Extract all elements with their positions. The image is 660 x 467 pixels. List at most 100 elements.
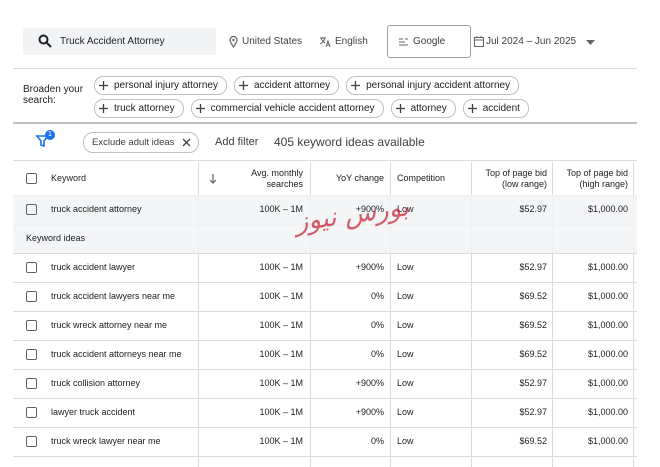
sort-icon[interactable] xyxy=(209,174,217,184)
cell: $52.97 xyxy=(519,204,547,214)
keyword-row: truck accident lawyers near me 100K – 1M 0… xyxy=(13,282,637,312)
cell: Low xyxy=(397,407,414,417)
keyword-row: truck accident attorney 100K – 1M +900% Low… xyxy=(13,195,637,225)
keyword-row: truck collision attorney 100K – 1M +900% Lo… xyxy=(13,369,637,399)
chip-label: personal injury attorney xyxy=(114,80,218,91)
cell: Low xyxy=(397,436,414,446)
suggestion-chip[interactable]: accident xyxy=(462,99,529,118)
cell: Low xyxy=(397,349,414,359)
checkbox[interactable] xyxy=(26,378,37,389)
cell: Low xyxy=(397,378,414,388)
suggestion-chip[interactable]: personal injury attorney xyxy=(94,76,227,95)
checkbox[interactable] xyxy=(26,173,37,184)
column-header[interactable]: YoY change xyxy=(335,173,384,183)
keyword-row: truck wreck attorney near me 100K – 1M 0% L… xyxy=(13,311,637,341)
divider xyxy=(13,160,637,161)
checkbox[interactable] xyxy=(26,262,37,273)
cell: Low xyxy=(397,291,414,301)
dropdown-arrow[interactable] xyxy=(586,40,595,45)
divider xyxy=(13,68,637,69)
search-query: Truck Accident Attorney xyxy=(60,36,165,47)
cell: 100K – 1M xyxy=(259,378,303,388)
cell: $52.97 xyxy=(519,407,547,417)
suggestion-chip[interactable]: commercial vehicle accident attorney xyxy=(190,99,384,118)
column-header[interactable]: Competition xyxy=(397,173,446,183)
keyword: truck accident lawyer xyxy=(51,262,136,272)
filter-icon[interactable] xyxy=(35,130,57,150)
cell: 100K – 1M xyxy=(259,291,303,301)
cell: $69.52 xyxy=(519,320,547,330)
cell: $1,000.00 xyxy=(587,407,628,417)
suggestion-chip[interactable]: personal injury accident attorney xyxy=(346,76,520,95)
location[interactable]: United States xyxy=(242,36,303,47)
header-row: Keyword Avg. monthly searches YoY change… xyxy=(13,162,637,196)
checkbox[interactable] xyxy=(26,436,37,447)
network-icon xyxy=(399,38,408,46)
cell: 0% xyxy=(370,291,384,301)
keyword: truck accident lawyers near me xyxy=(51,291,176,301)
search-box[interactable]: Truck Accident Attorney xyxy=(23,28,216,55)
remove-icon[interactable] xyxy=(182,138,191,147)
location-icon xyxy=(229,36,238,48)
checkbox[interactable] xyxy=(26,320,37,331)
cell: $69.52 xyxy=(519,436,547,446)
checkbox[interactable] xyxy=(26,349,37,360)
column-divider xyxy=(310,162,311,467)
chip-label: commercial vehicle accident attorney xyxy=(210,103,375,114)
keyword-row: truck accident attorneys near me 100K – 1… xyxy=(13,340,637,370)
cell: 0% xyxy=(370,436,384,446)
cell: $69.52 xyxy=(519,291,547,301)
column-divider xyxy=(390,162,391,467)
keyword-row: truck accident lawyer 100K – 1M +900% Low $5… xyxy=(13,253,637,283)
chip-list: personal injury attorney accident attorne… xyxy=(94,76,614,122)
network-selector[interactable]: Google xyxy=(387,25,471,58)
cell: $1,000.00 xyxy=(587,204,628,214)
date-range[interactable]: Jul 2024 – Jun 2025 xyxy=(486,36,577,47)
suggestion-chip[interactable]: accident attorney xyxy=(233,76,340,95)
keyword: truck wreck attorney near me xyxy=(51,320,168,330)
filter-badge: 1 xyxy=(48,131,52,138)
filter-chip-label: Exclude adult ideas xyxy=(92,137,175,148)
suggestion-chip[interactable]: attorney xyxy=(390,99,456,118)
checkbox[interactable] xyxy=(26,291,37,302)
keyword: lawyer truck accident xyxy=(51,407,136,417)
chip-label: attorney xyxy=(410,103,447,114)
plus-icon xyxy=(195,104,205,113)
cell: $52.97 xyxy=(519,378,547,388)
cell: 0% xyxy=(370,349,384,359)
column-divider xyxy=(198,162,199,467)
checkbox[interactable] xyxy=(26,204,37,215)
cell: Low xyxy=(397,320,414,330)
filter-chip[interactable]: Exclude adult ideas xyxy=(83,132,200,153)
calendar-icon xyxy=(474,36,484,47)
checkbox[interactable] xyxy=(26,407,37,418)
keyword-row: lawyer truck accident 100K – 1M +900% Low $5… xyxy=(13,398,637,428)
column-header[interactable]: Top of page bid (high range) xyxy=(566,168,628,189)
cell: 100K – 1M xyxy=(259,320,303,330)
cell: +900% xyxy=(355,378,384,388)
plus-icon xyxy=(99,81,108,90)
add-filter[interactable]: Add filter xyxy=(215,136,259,148)
cell: $1,000.00 xyxy=(587,320,628,330)
idea-count: 405 keyword ideas available xyxy=(274,135,425,149)
language[interactable]: English xyxy=(335,36,368,47)
keyword: truck collision attorney xyxy=(51,378,141,388)
column-header[interactable]: Keyword xyxy=(51,173,87,183)
column-header[interactable]: Top of page bid (low range) xyxy=(485,168,547,189)
plus-icon xyxy=(99,104,108,113)
cell: Low xyxy=(397,204,414,214)
keyword: truck accident attorney xyxy=(51,204,142,214)
cell: Low xyxy=(397,262,414,272)
column-header[interactable]: Avg. monthly searches xyxy=(251,168,303,189)
language-icon xyxy=(319,37,331,48)
plus-icon xyxy=(395,104,405,113)
cell: $52.97 xyxy=(519,262,547,272)
plus-icon xyxy=(467,104,477,113)
column-divider xyxy=(552,162,553,467)
keyword: truck accident attorneys near me xyxy=(51,349,182,359)
suggestion-chip[interactable]: truck attorney xyxy=(94,99,184,118)
cell: 100K – 1M xyxy=(259,349,303,359)
column-divider xyxy=(471,162,472,467)
